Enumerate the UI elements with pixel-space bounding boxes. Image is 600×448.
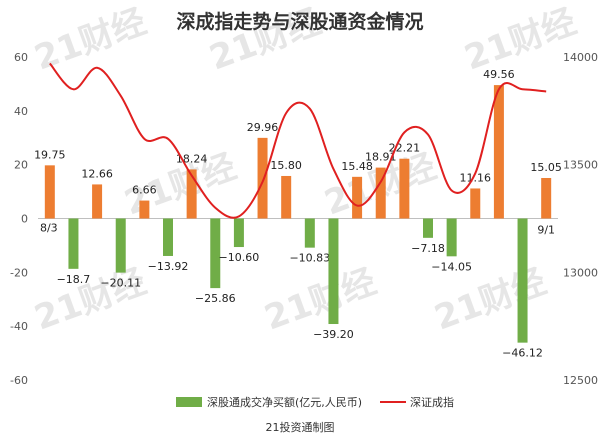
bar-data-label: −10.60 [219, 251, 260, 264]
chart-footer-credit: 21投资通制图 [266, 420, 335, 434]
legend-label-index: 深证成指 [410, 395, 454, 409]
watermark-text: 21财经 [259, 261, 381, 338]
bar-data-label: 12.66 [81, 167, 113, 180]
y-right-tick-label: 14000 [563, 51, 598, 64]
watermark-text: 21财经 [459, 1, 581, 78]
bar [470, 188, 481, 219]
y-right-tick-label: 13000 [563, 266, 598, 279]
y-left-tick-label: 40 [14, 105, 28, 118]
bar-data-label: 11.16 [460, 171, 492, 184]
watermark-text: 21财经 [29, 261, 151, 338]
y-right-tick-label: 13500 [563, 159, 598, 172]
legend-swatch-net-buy [176, 397, 202, 407]
bar-data-label: −25.86 [195, 292, 236, 305]
bar [328, 218, 339, 325]
bar [139, 200, 150, 219]
bar [92, 184, 103, 219]
y-left-tick-label: 60 [14, 51, 28, 64]
chart-title: 深成指走势与深股通资金情况 [176, 10, 423, 33]
bar-data-label: −18.7 [57, 273, 91, 286]
y-left-tick-label: -20 [10, 266, 28, 279]
bar [517, 218, 528, 343]
bar-data-label: −13.92 [148, 260, 189, 273]
bar-data-label: −46.12 [502, 347, 543, 360]
bar-data-label: −20.11 [100, 277, 141, 290]
bar-data-label: 15.48 [341, 160, 373, 173]
bar [375, 167, 386, 219]
bar [399, 158, 410, 219]
x-end-date-label: 9/1 [537, 224, 555, 237]
y-left-tick-label: 20 [14, 159, 28, 172]
bar [281, 175, 292, 219]
bar-data-label: 49.56 [483, 68, 515, 81]
bar-data-label: 19.75 [34, 148, 66, 161]
bar-data-label: 18.91 [365, 151, 397, 164]
bar-data-label: −7.18 [411, 242, 445, 255]
bar-data-label: −10.83 [289, 252, 330, 265]
y-left-tick-label: -60 [10, 374, 28, 387]
bar [423, 218, 433, 238]
bar-data-label: −39.20 [313, 328, 354, 341]
bar [257, 137, 268, 219]
y-left-tick-label: 0 [21, 213, 28, 226]
bar-data-label: 18.24 [176, 152, 208, 165]
bar-data-label: 29.96 [247, 121, 279, 134]
bar [68, 218, 79, 269]
bar-data-label: 15.80 [270, 159, 302, 172]
y-right-tick-label: 12500 [563, 374, 598, 387]
bar-data-label: −14.05 [431, 260, 472, 273]
bar [493, 85, 504, 219]
bar [210, 218, 221, 289]
bar [541, 177, 552, 219]
bar-data-label: 15.05 [530, 161, 562, 174]
watermark-text: 21财经 [29, 1, 151, 78]
series-line-shenzhen-index [49, 62, 547, 219]
legend-label-net-buy: 深股通成交净买额(亿元,人民币) [207, 395, 362, 409]
bar [44, 165, 55, 219]
bar [304, 218, 315, 248]
y-left-tick-label: -40 [10, 320, 28, 333]
bar [115, 218, 126, 273]
bar [352, 176, 363, 219]
bar-data-label: 6.66 [132, 184, 157, 197]
bar [446, 218, 457, 257]
bar [233, 218, 244, 248]
bar [186, 169, 197, 219]
x-start-date-label: 8/3 [40, 222, 58, 235]
bar [163, 218, 173, 256]
